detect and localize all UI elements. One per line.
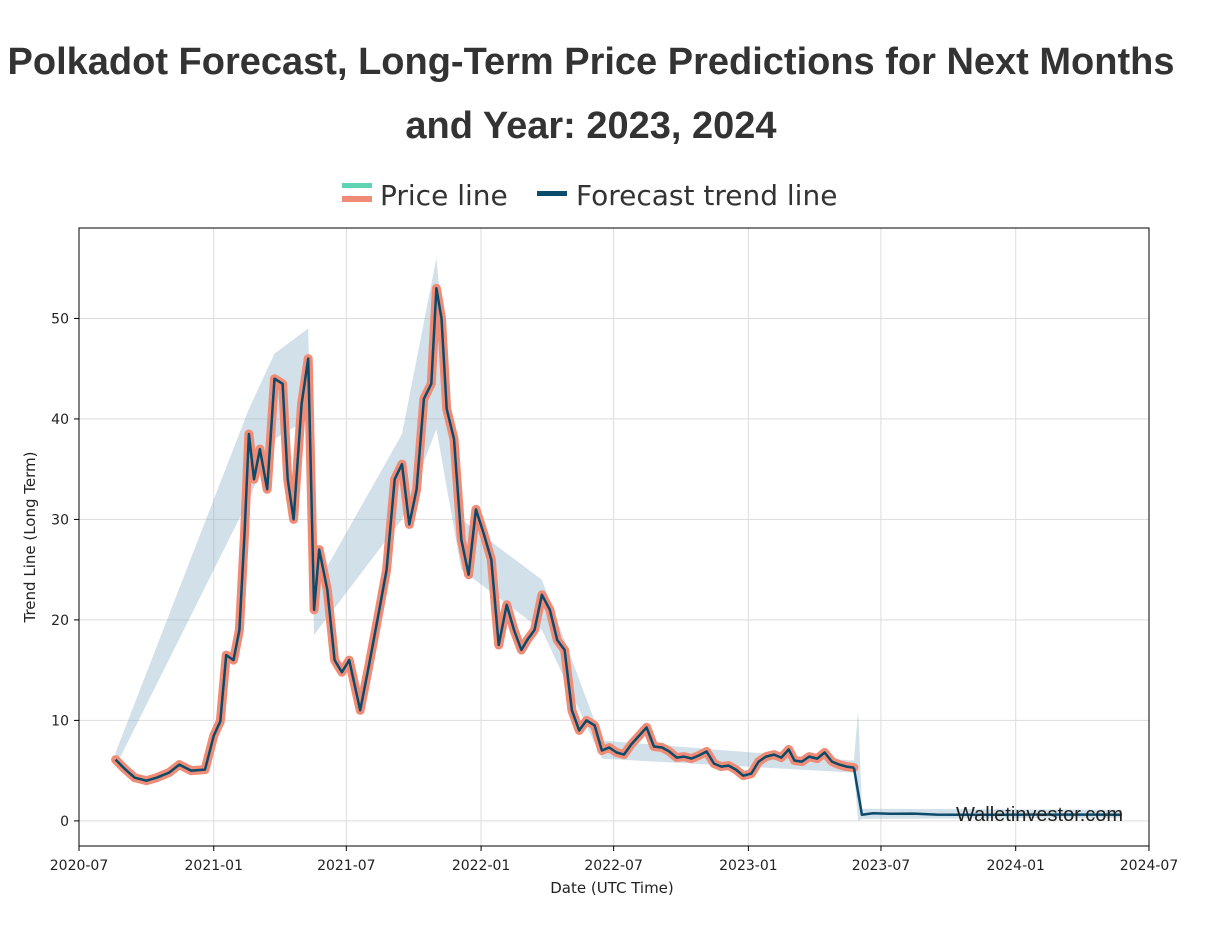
forecast-trend-line: [852, 767, 1122, 817]
y-axis-label: Trend Line (Long Term): [21, 452, 39, 624]
y-tick-label: 50: [51, 311, 69, 327]
chart-grid: [78, 228, 1150, 846]
title-forecast: Forecast,: [167, 41, 359, 83]
legend-forecast-label: Forecast trend line: [576, 179, 837, 212]
legend-forecast-swatch: [537, 191, 567, 196]
x-tick-label: 2021-07: [317, 858, 376, 874]
x-tick-label: 2021-01: [185, 858, 244, 874]
y-tick-label: 30: [51, 512, 69, 528]
page-title: Polkadot Forecast, Long-Term Price Predi…: [0, 30, 1182, 158]
trend-line-historical: [114, 287, 855, 782]
x-tick-label: 2023-07: [852, 858, 911, 874]
y-tick-label: 10: [51, 713, 69, 729]
legend-price-label: Price line: [380, 179, 508, 212]
x-tick-label: 2023-01: [719, 858, 778, 874]
x-tick-label: 2022-01: [452, 858, 511, 874]
confidence-band: [115, 258, 1122, 821]
legend-price-swatch-bottom: [342, 196, 372, 202]
y-tick-label: 40: [51, 412, 69, 428]
title-rest: Price Predictions for Next Months and Ye…: [405, 41, 1175, 147]
x-axis-ticks: 2020-07 2021-01 2021-07 2022-01 2022-07 2023-…: [50, 846, 1179, 874]
title-coin: Polkadot: [7, 41, 168, 83]
x-tick-label: 2020-07: [50, 858, 109, 874]
title-long-term: Long-Term: [358, 41, 554, 83]
y-tick-label: 0: [60, 814, 69, 830]
y-tick-label: 20: [51, 613, 69, 629]
confidence-band-area: [115, 258, 1122, 821]
x-tick-label: 2022-07: [584, 858, 643, 874]
x-tick-label: 2024-07: [1120, 858, 1179, 874]
x-axis-label: Date (UTC Time): [550, 879, 674, 897]
chart-series: [111, 283, 1122, 817]
x-tick-label: 2024-01: [986, 858, 1045, 874]
watermark-text: Walletinvestor.com: [956, 804, 1123, 826]
legend-price-swatch-top: [342, 183, 372, 188]
chart-legend: Price line Forecast trend line: [342, 179, 837, 212]
y-axis-ticks: 0 10 20 30 40 50: [51, 311, 79, 830]
